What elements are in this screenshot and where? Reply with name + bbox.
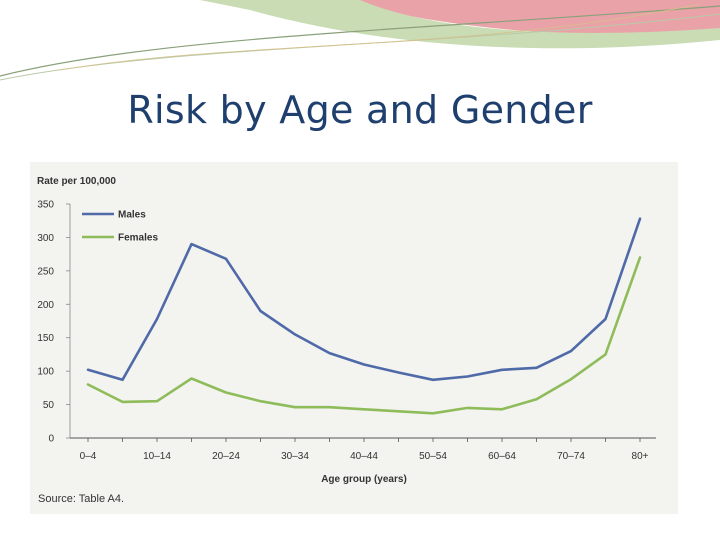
y-tick-label: 150 [37, 333, 54, 344]
y-tick-label: 250 [37, 266, 54, 277]
slide-title: Risk by Age and Gender [127, 88, 593, 132]
y-tick-label: 100 [37, 367, 54, 378]
series-line-females [86, 256, 642, 415]
series-line-males [86, 217, 642, 382]
chart-panel: Rate per 100,000 Age group (years) 0 50 10… [30, 162, 678, 514]
x-tick-label: 30–34 [281, 451, 309, 462]
banner-band-green [200, 0, 720, 49]
legend-label-females: Females [118, 233, 158, 244]
x-tick-label: 20–24 [212, 451, 240, 462]
x-axis-ticks: 0–4 10–14 20–24 30–34 40–44 50–54 60–64 70–74 80… [80, 438, 649, 462]
x-tick-label: 60–64 [488, 451, 516, 462]
x-tick-label: 40–44 [350, 451, 378, 462]
x-tick-label: 80+ [632, 451, 649, 462]
x-tick-label: 10–14 [143, 451, 171, 462]
decorative-banner [0, 0, 720, 81]
x-tick-label: 0–4 [80, 451, 97, 462]
source-note: Source: Table A4. [38, 493, 125, 505]
y-tick-label: 350 [37, 200, 54, 211]
banner-swoosh-1 [0, 5, 720, 77]
x-tick-label: 70–74 [557, 451, 585, 462]
y-axis-ticks: 0 50 100 150 200 250 300 350 [37, 200, 70, 445]
legend: Males Females [82, 210, 158, 244]
legend-label-males: Males [118, 210, 146, 221]
line-chart: Rate per 100,000 Age group (years) 0 50 10… [37, 176, 656, 485]
y-tick-label: 50 [43, 400, 55, 411]
y-tick-label: 0 [48, 434, 54, 445]
x-axis-label: Age group (years) [321, 474, 407, 485]
banner-swoosh-3 [59, 3, 701, 71]
banner-band-pink [330, 0, 720, 35]
y-axis-label: Rate per 100,000 [37, 176, 116, 187]
series-group [86, 217, 642, 415]
y-tick-label: 200 [37, 300, 54, 311]
y-tick-label: 300 [37, 233, 54, 244]
x-tick-label: 50–54 [419, 451, 447, 462]
